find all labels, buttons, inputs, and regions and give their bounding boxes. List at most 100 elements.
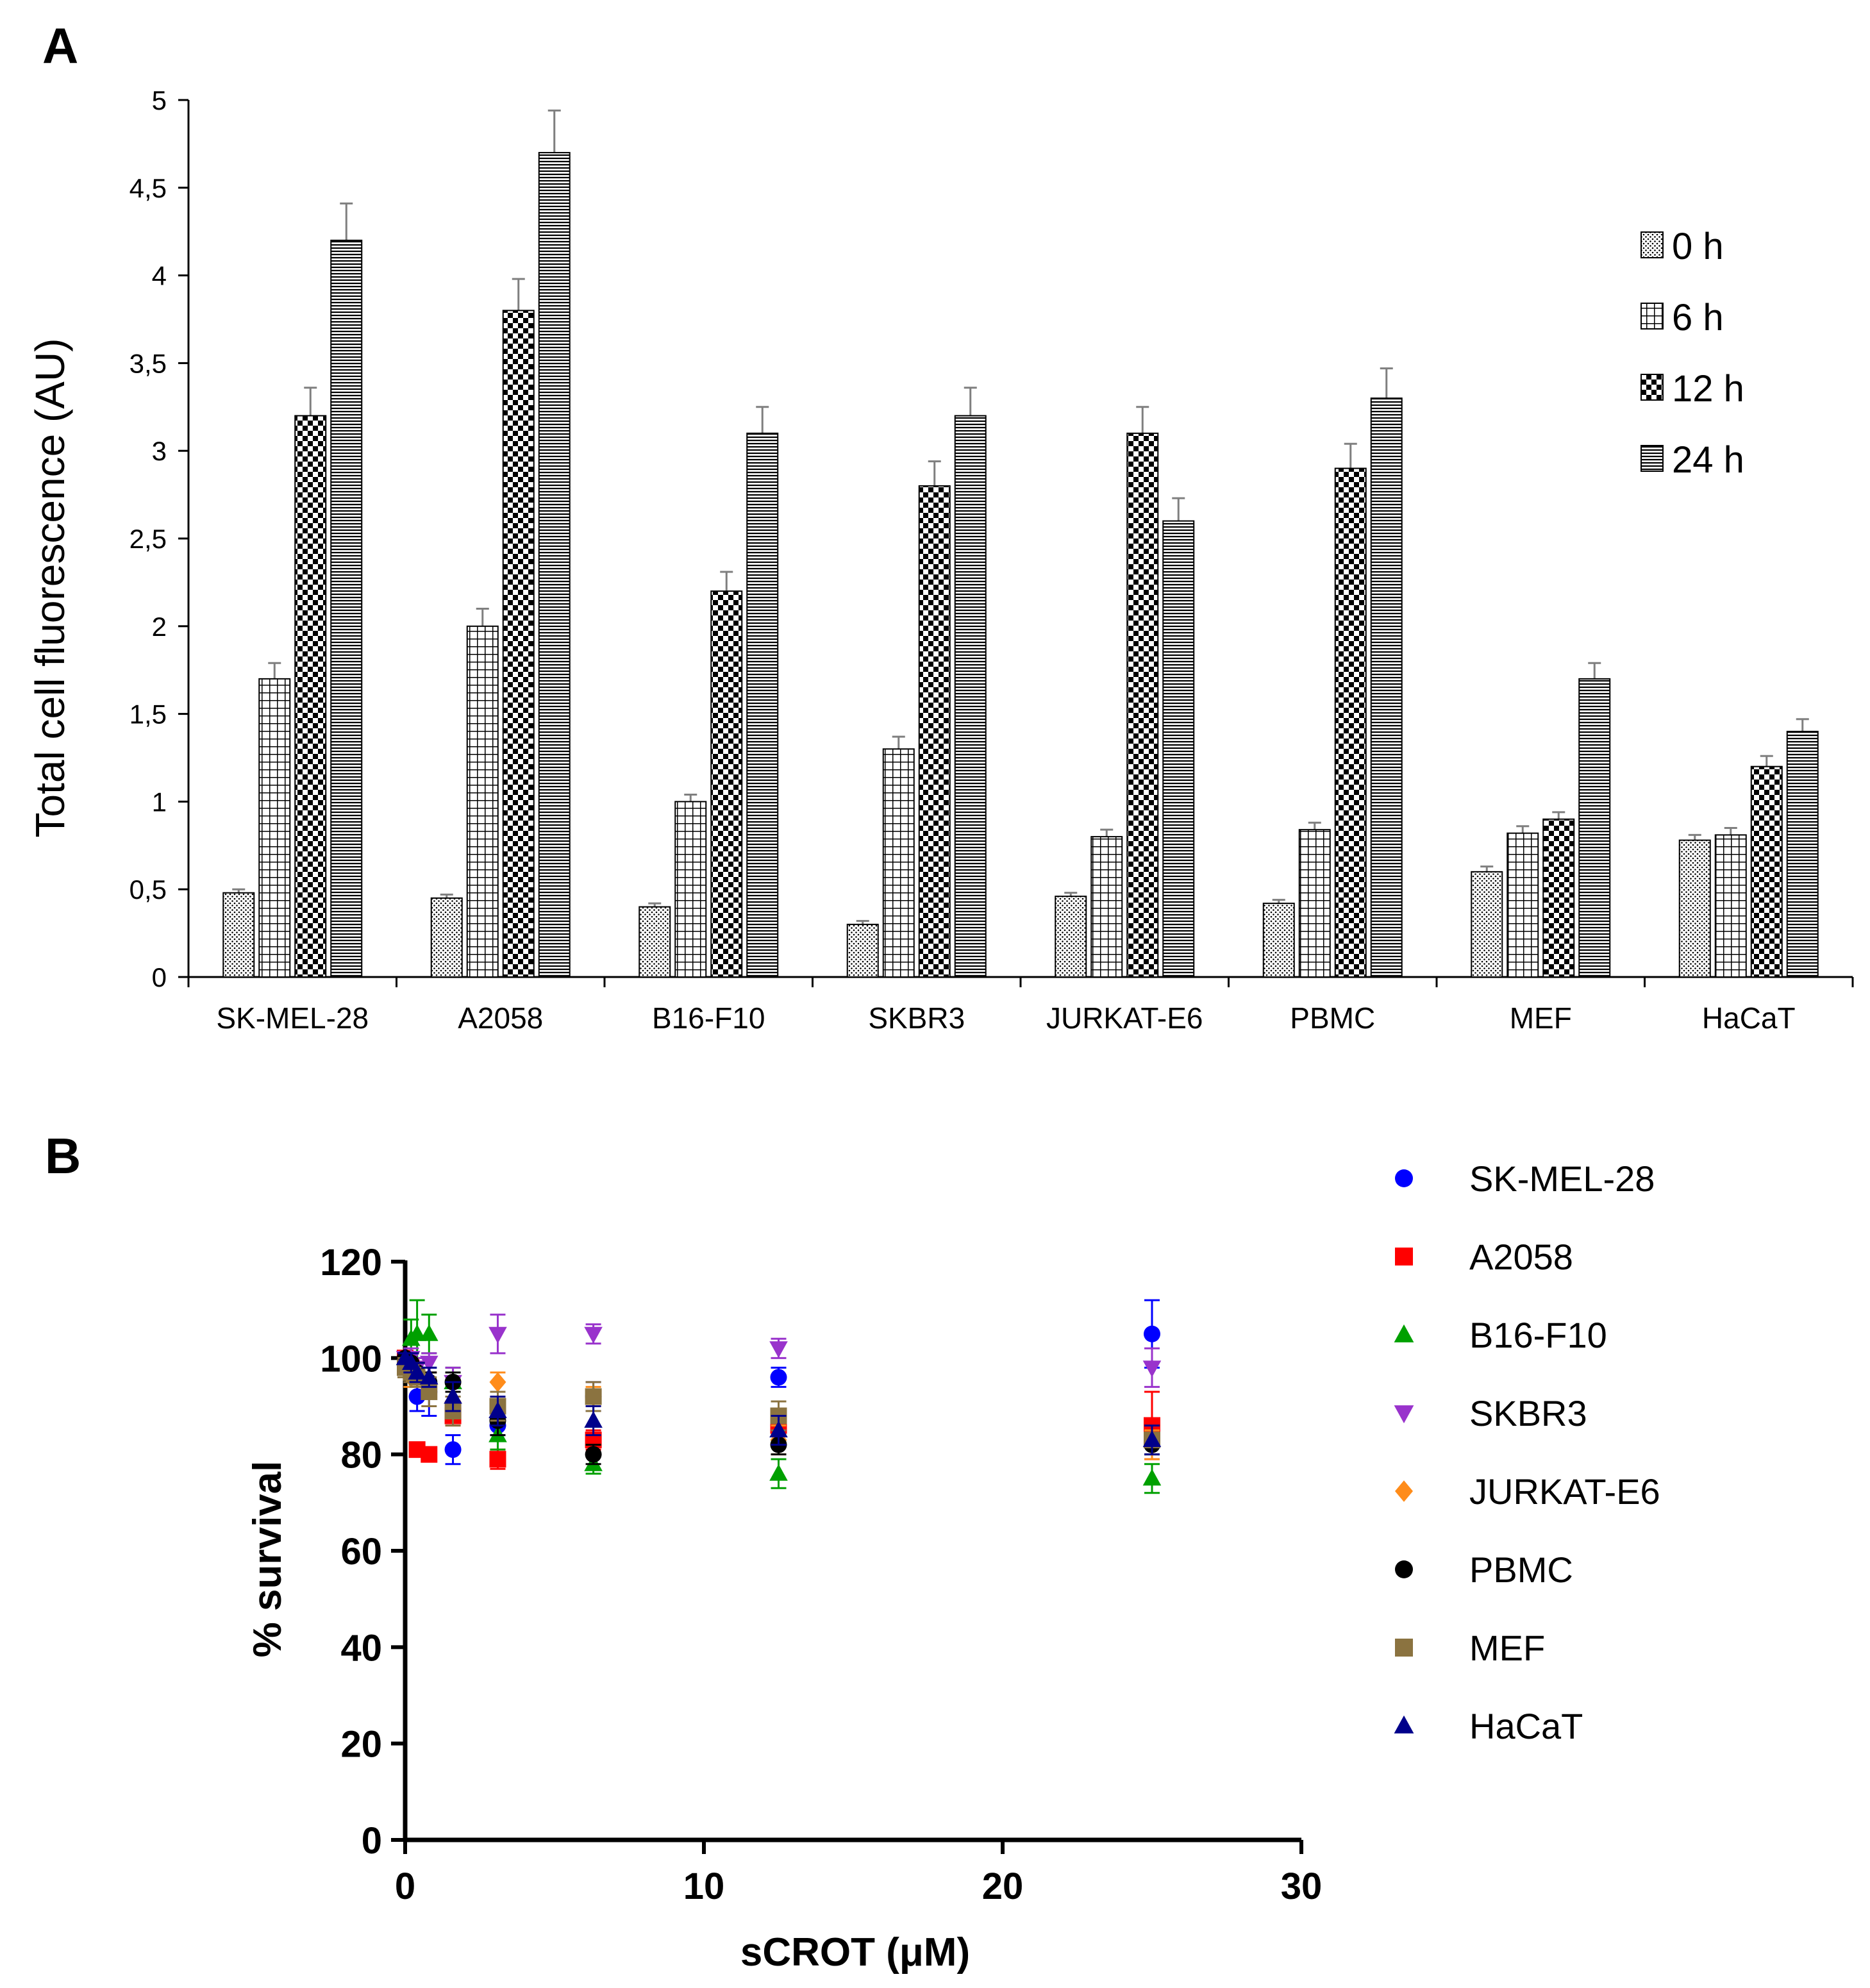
panel-b-point bbox=[419, 1367, 438, 1385]
panel-a-y-tick-label: 1,5 bbox=[129, 699, 167, 730]
panel-b-point bbox=[421, 1446, 438, 1463]
panel-b-point bbox=[1142, 1430, 1162, 1448]
panel-b-legend: SK-MEL-28 A2058 B16-F10 SKBR3 JURKAT-E6 PBMC M… bbox=[1394, 1158, 1660, 1746]
panel-a-legend-swatch bbox=[1640, 374, 1664, 401]
panel-b-legend-label: HaCaT bbox=[1469, 1706, 1583, 1746]
panel-a-y-tick-label: 0 bbox=[152, 962, 167, 992]
panel-b-legend-label: JURKAT-E6 bbox=[1469, 1471, 1660, 1512]
panel-b-point bbox=[419, 1355, 438, 1373]
panel-a-y-tick-label: 5 bbox=[152, 85, 167, 115]
panel-b-x-tick-label: 30 bbox=[1281, 1866, 1323, 1907]
panel-a-bar bbox=[1714, 834, 1747, 978]
bar-chart-panel-a: A Total cell fluorescence (AU) 0 0,5 1 1,5 2… bbox=[27, 17, 1854, 1035]
panel-a-legend-swatch bbox=[1640, 231, 1664, 258]
panel-a-x-tick-label: B16-F10 bbox=[652, 1001, 765, 1035]
panel-b-point bbox=[585, 1446, 602, 1463]
panel-a-y-tick-label: 3 bbox=[152, 436, 167, 466]
panel-b-point bbox=[444, 1441, 462, 1458]
panel-b-axes: 0 20 40 60 80 100 120 0 10 20 30 bbox=[320, 1242, 1322, 1907]
panel-a-bar bbox=[1262, 903, 1295, 978]
panel-a-bar bbox=[674, 801, 707, 978]
panel-b-y-tick-label: 0 bbox=[362, 1820, 382, 1862]
panel-b-point bbox=[488, 1326, 507, 1344]
panel-a-legend-label: 12 h bbox=[1672, 368, 1744, 410]
panel-b-legend-marker bbox=[1394, 1324, 1414, 1342]
panel-a-axes: 0 0,5 1 1,5 2 2,5 3 3,5 4 4,5 5 SK-MEL-28 A2058 B16-F… bbox=[129, 85, 1854, 1035]
panel-b-point bbox=[489, 1451, 506, 1468]
panel-b-points bbox=[396, 1299, 1162, 1494]
panel-a-label: A bbox=[42, 17, 78, 74]
panel-b-legend-label: SKBR3 bbox=[1469, 1393, 1587, 1433]
panel-a-bar bbox=[1334, 467, 1367, 978]
panel-a-bar bbox=[1786, 730, 1819, 978]
panel-b-point bbox=[769, 1421, 788, 1438]
panel-a-bar bbox=[1090, 836, 1123, 978]
panel-a-x-tick-label: A2058 bbox=[458, 1001, 543, 1035]
panel-a-bar bbox=[1678, 839, 1711, 978]
panel-a-bar bbox=[502, 310, 535, 978]
panel-b-legend-marker bbox=[1395, 1248, 1413, 1265]
panel-a-y-tick-label: 0,5 bbox=[129, 874, 167, 905]
panel-b-x-tick-label: 20 bbox=[982, 1866, 1024, 1907]
panel-a-x-tick-label: JURKAT-E6 bbox=[1046, 1001, 1203, 1035]
panel-a-y-tick-label: 3,5 bbox=[129, 348, 167, 378]
panel-a-bar bbox=[882, 748, 915, 978]
panel-a-y-tick-label: 1 bbox=[152, 787, 167, 817]
panel-b-point bbox=[769, 1464, 788, 1481]
panel-a-bar bbox=[639, 906, 671, 978]
panel-b-y-axis-title: % survival bbox=[246, 1461, 290, 1658]
panel-a-bar bbox=[954, 415, 987, 978]
panel-a-bar bbox=[222, 892, 255, 978]
panel-a-bar bbox=[538, 152, 571, 978]
panel-a-x-tick-label: PBMC bbox=[1290, 1001, 1375, 1035]
panel-a-bar bbox=[1055, 896, 1087, 978]
panel-b-point bbox=[408, 1324, 426, 1341]
panel-b-legend-label: A2058 bbox=[1469, 1237, 1573, 1277]
panel-a-bar bbox=[918, 485, 951, 978]
panel-b-point bbox=[585, 1388, 602, 1405]
panel-b-legend-marker bbox=[1395, 1480, 1413, 1502]
panel-b-point bbox=[584, 1326, 603, 1344]
panel-b-point bbox=[408, 1362, 426, 1380]
panel-b-y-tick-label: 120 bbox=[320, 1242, 382, 1283]
panel-a-legend-label: 0 h bbox=[1672, 226, 1724, 267]
panel-a-bars bbox=[222, 109, 1819, 978]
panel-b-point bbox=[769, 1341, 788, 1358]
panel-b-point bbox=[444, 1387, 462, 1404]
panel-b-point bbox=[419, 1324, 438, 1341]
panel-a-bar bbox=[1370, 397, 1403, 978]
panel-a-x-tick-label: HaCaT bbox=[1702, 1001, 1796, 1035]
panel-a-bar bbox=[466, 625, 499, 978]
panel-a-x-tick-label: MEF bbox=[1510, 1001, 1572, 1035]
panel-b-point bbox=[489, 1372, 506, 1392]
panel-b-point bbox=[488, 1401, 507, 1419]
panel-b-legend-label: SK-MEL-28 bbox=[1469, 1158, 1655, 1199]
panel-a-x-tick-label: SKBR3 bbox=[868, 1001, 965, 1035]
panel-b-y-tick-label: 40 bbox=[340, 1627, 382, 1669]
panel-b-legend-label: B16-F10 bbox=[1469, 1315, 1607, 1355]
panel-b-legend-marker bbox=[1395, 1169, 1413, 1187]
panel-b-x-tick-label: 0 bbox=[395, 1866, 415, 1907]
panel-a-bar bbox=[1471, 871, 1503, 978]
panel-a-legend-swatch bbox=[1640, 445, 1664, 472]
panel-b-y-tick-label: 80 bbox=[340, 1435, 382, 1476]
panel-a-bar bbox=[746, 432, 779, 978]
panel-a-legend-swatch bbox=[1640, 303, 1664, 330]
panel-a-legend-label: 6 h bbox=[1672, 297, 1724, 338]
panel-a-y-tick-label: 2,5 bbox=[129, 524, 167, 554]
panel-a-bar bbox=[1162, 520, 1195, 978]
panel-a-bar bbox=[1750, 765, 1783, 978]
panel-b-legend-marker bbox=[1395, 1560, 1413, 1578]
panel-b-legend-marker bbox=[1395, 1639, 1413, 1657]
panel-b-y-tick-label: 60 bbox=[340, 1531, 382, 1573]
panel-b-point bbox=[1144, 1325, 1160, 1342]
panel-b-point bbox=[770, 1369, 787, 1386]
panel-b-y-tick-label: 100 bbox=[320, 1338, 382, 1380]
scatter-chart-panel-b: B % survival sCROT (μM) 0204060801001200… bbox=[45, 1128, 1660, 1975]
panel-a-bar bbox=[258, 678, 291, 978]
panel-a-bar bbox=[330, 239, 363, 978]
panel-b-y-tick-label: 20 bbox=[340, 1724, 382, 1766]
panel-b-point bbox=[1142, 1469, 1162, 1486]
panel-a-bar bbox=[1298, 829, 1331, 978]
panel-a-legend-label: 24 h bbox=[1672, 439, 1744, 481]
